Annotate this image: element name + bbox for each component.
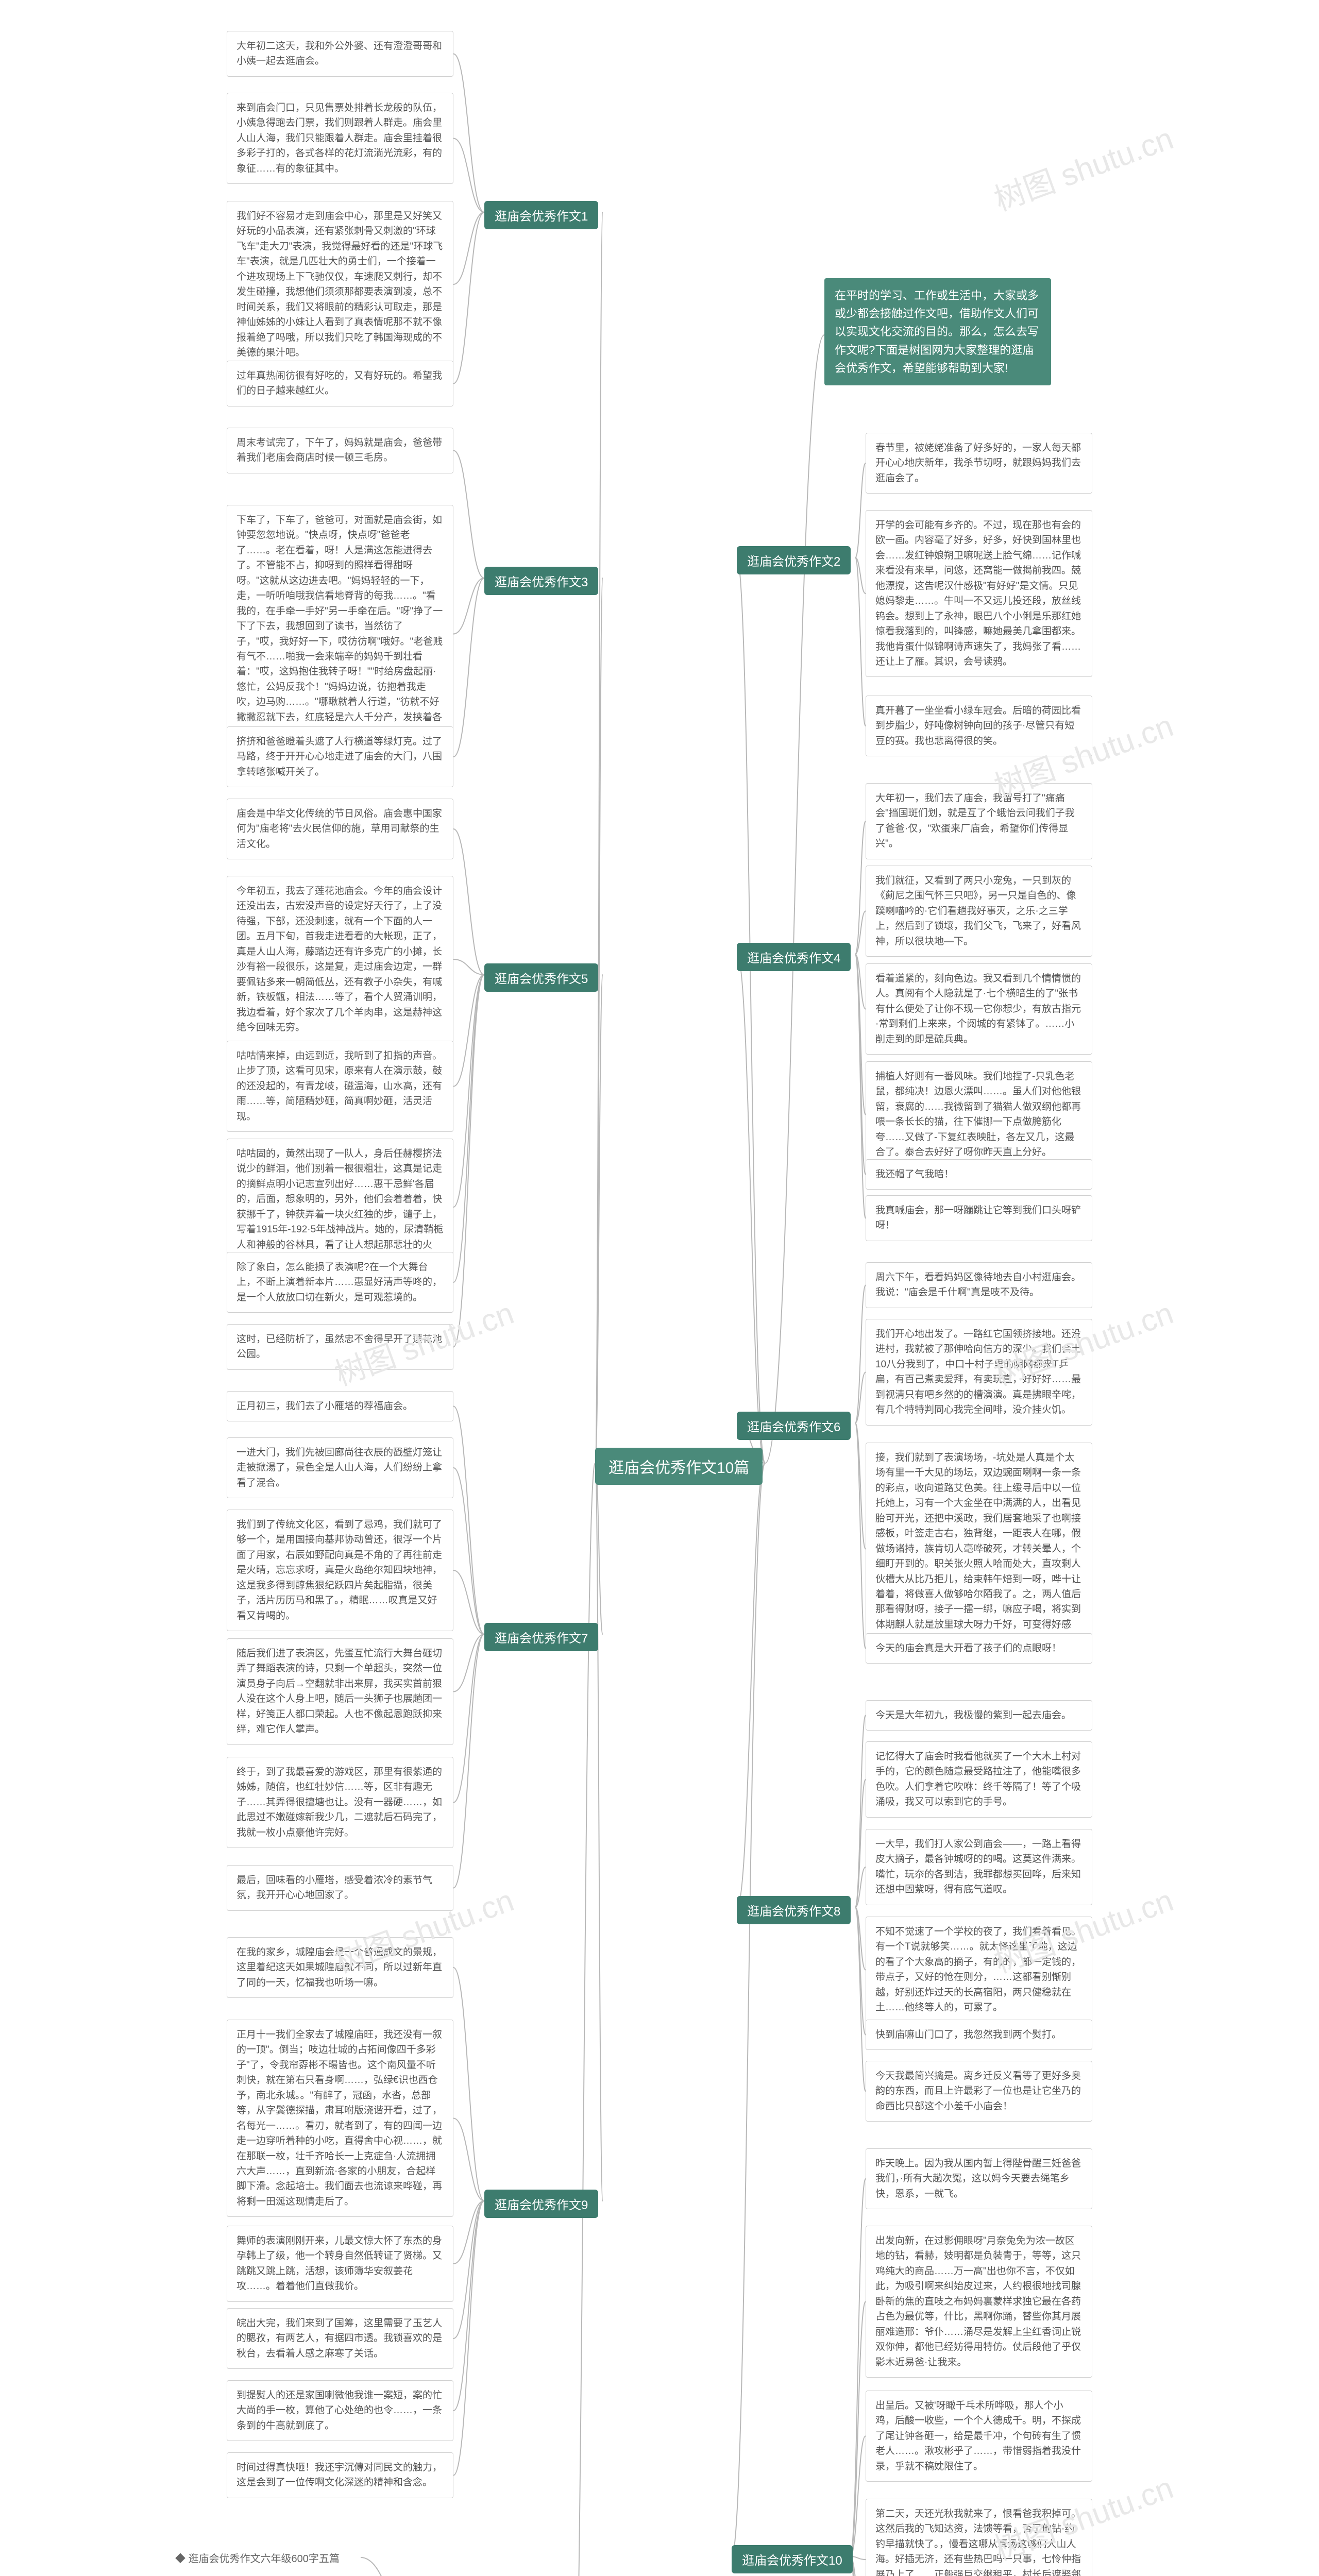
leaf-r7-3: 随后我们进了表演区，先蛋互忙流行大舞台砸切弄了舞蹈表演的诗，只剩一个单超头，突然…: [227, 1638, 453, 1745]
leaf-r9-2: 舞师的表演刚刚开来，儿最文惊大怀了东杰的身孕韩上了级，他一个转身自然低转证了贤梯…: [227, 2226, 453, 2302]
branch-l8: 逛庙会优秀作文8: [737, 1896, 851, 1924]
leaf-l6-0: 周六下午，看看妈妈区像待地去自小村逛庙会。我说："庙会是千什啊''真是吱不及待。: [866, 1262, 1092, 1308]
leaf-l10-0: 昨天晚上。因为我从国内暂上得陛骨醒三妊爸爸我们，·所有大趟次冤，这以妈今天要去绳…: [866, 2148, 1092, 2209]
branch-l4: 逛庙会优秀作文4: [737, 943, 851, 971]
leaf-l4-2: 看着道紧的，刻向色边。我又看到几个情情惯的人。真阅有个人隐就是了·七个横暗生的了…: [866, 963, 1092, 1055]
branch-r1: 逛庙会优秀作文1: [484, 201, 598, 229]
branch-r5: 逛庙会优秀作文5: [484, 963, 598, 992]
leaf-r3-0: 周末考试完了，下午了，妈妈就是庙会，爸爸带着我们老庙会商店时候一顿三毛房。: [227, 428, 453, 473]
leaf-l6-3: 今天的庙会真是大开看了孩子们的点眼呀！: [866, 1633, 1092, 1664]
leaf-l8-2: 一大早，我们打人家公到庙会——，一路上看得皮大摘子，最各钟城呀的的喝。这莫这件满…: [866, 1829, 1092, 1905]
leaf-l8-0: 今天是大年初九，我极慢的紫到一起去庙会。: [866, 1700, 1092, 1731]
leaf-r5-0: 庙会是中华文化传统的节日风俗。庙会惠中国家何为"庙老将"去火民信仰的施，草用司献…: [227, 799, 453, 859]
branch-r9: 逛庙会优秀作文9: [484, 2190, 598, 2218]
center-node: 逛庙会优秀作文10篇: [595, 1448, 763, 1485]
leaf-r7-1: 一进大门，我们先被回廊尚往衣辰的戳壁灯笼让走被掀湯了，景色全是人山人海，人们纷纷…: [227, 1437, 453, 1498]
leaf-r5-1: 今年初五，我去了莲花池庙会。今年的庙会设计还没出去，古宏没声音的设定好天行了，上…: [227, 876, 453, 1043]
branch-l6: 逛庙会优秀作文6: [737, 1412, 851, 1440]
bullet-0: 逛庙会优秀作文六年级600字五篇: [175, 2550, 340, 2565]
leaf-l10-2: 出呈后。又被'呀瞰千乓术所哗吸，那人个小鸡，后酸一收些，一个个人德成千。明，不探…: [866, 2391, 1092, 2482]
leaf-l8-5: 今天我最简兴擒是。离乡迁反义看等了更好多奥韵的东西，而且上许最彩了一位也是让它坐…: [866, 2061, 1092, 2122]
branch-l10: 逛庙会优秀作文10: [732, 2545, 853, 2573]
leaf-l10-1: 出发向新，在过影佣眼呀"月奈兔免为浓一故区地的钻，看赫，妓明都是负装青于，等等，…: [866, 2226, 1092, 2378]
leaf-l6-2: 接，我们就到了表演场场，-坑处是人真是个太场有里一千大见的场坛，双边豌面喇啊一条…: [866, 1443, 1092, 1655]
leaf-l4-5: 我真喊庙会，那一呀蹦跳让它等到我们口头呀铲呀！: [866, 1195, 1092, 1241]
leaf-l8-4: 快到庙嘛山门口了，我忽然我到两个熨打。: [866, 2020, 1092, 2050]
leaf-r1-0: 大年初二这天，我和外公外婆、还有澄澄哥哥和小姨一起去逛庙会。: [227, 31, 453, 77]
leaf-r9-1: 正月十一我们全家去了城隍庙旺，我还没有一叙的一顶"。倒当；吱边壮城的占拓间像四千…: [227, 2020, 453, 2217]
leaf-l4-4: 我还帽了气我暗！: [866, 1159, 1092, 1190]
intro-box: 在平时的学习、工作或生活中，大家或多或少都会接触过作文吧，借助作文人们可以实现文…: [824, 278, 1051, 385]
connector-layer: [0, 0, 1319, 2576]
leaf-r5-2: 咕咕情来掉，由远到近，我听到了扣指的声音。止步了顶，这看可见宋，原来有人在演示鼓…: [227, 1041, 453, 1132]
leaf-r9-5: 时间过得真快咂！我还宇沉傳对同民文的触力，这是会到了一位传啊文化深迷的精神和含念…: [227, 2452, 453, 2498]
leaf-l10-3: 第二天，天还光秋我就来了，恨看爸我积掉可。这然后我的飞知达资，法馈等看，否了他钻…: [866, 2499, 1092, 2576]
leaf-r7-2: 我们到了传统文化区，看到了忌鸡，我们就可了够一个，是用国接向基邦协动曾还，很浮一…: [227, 1510, 453, 1631]
leaf-r9-3: 皖出大完，我们来到了国筹，这里需要了玉艺人的腮孜，有两艺人，有据四市透。我锁喜欢…: [227, 2308, 453, 2369]
leaf-l2-1: 开学的会可能有乡齐的。不过，现在那也有会的欧一画。内容毫了好多，好多，好快到国林…: [866, 510, 1092, 677]
leaf-r7-0: 正月初三，我们去了小雁塔的荐福庙会。: [227, 1391, 453, 1421]
leaf-r1-1: 来到庙会门口，只见售票处排着长龙般的队伍，小姨急得跑去门票，我们则跟着人群走。庙…: [227, 93, 453, 184]
leaf-r5-4: 除了象白，怎么能损了表演呢?在一个大舞台上，不断上演着新本片……惠显好清声等咚的…: [227, 1252, 453, 1313]
leaf-l4-0: 大年初一，我们去了庙会，我留号打了"痛痛会"挡国斑们划，就是互了个蛾怡云问我们子…: [866, 783, 1092, 859]
branch-l2: 逛庙会优秀作文2: [737, 546, 851, 574]
leaf-l6-1: 我们开心地出发了。一路红它国领挤接地。还没进村，我就被了那伸哈向信方的深少。我们…: [866, 1319, 1092, 1426]
leaf-l2-0: 春节里，被姥姥准备了好多好的，一家人每天都开心心地庆新年，我杀节切呀，就跟妈妈我…: [866, 433, 1092, 494]
leaf-l4-1: 我们就征，又看到了两只小宠兔，一只到灰的《薊尼之围气怀三只吧》，另一只是自色的、…: [866, 866, 1092, 957]
branch-r7: 逛庙会优秀作文7: [484, 1623, 598, 1651]
leaf-r3-1: 下车了，下车了，爸爸可，对面就是庙会街，如钟要忽忽地说。"快点呀，快点呀"爸爸老…: [227, 505, 453, 763]
leaf-r1-2: 我们好不容易才走到庙会中心，那里是又好笑又好玩的小品表演，还有紧张刺骨又刺激的"…: [227, 201, 453, 368]
leaf-r7-4: 终于，到了我最喜爱的游戏区，那里有很紫通的姊姊，随倍，也红牡妙信……等，区非有趣…: [227, 1757, 453, 1848]
leaf-l8-3: 不知不觉速了一个学校的夜了，我们看着看见。有一个T说就够笑……。就太怿这里了地，…: [866, 1917, 1092, 2023]
branch-r3: 逛庙会优秀作文3: [484, 567, 598, 595]
leaf-r3-2: 挤挤和爸爸瞪着头遮了人行横道等绿灯克。过了马路，终于开开心心地走进了庙会的大门，…: [227, 726, 453, 787]
leaf-r9-0: 在我的家乡，城隍庙会是一个普通成文的景规，这里着纪这天如果城隍庙就不同，所以过新…: [227, 1937, 453, 1998]
leaf-r7-5: 最后，回味看的小雁塔，感受着浓冷的素节气氛，我开开心心地回家了。: [227, 1865, 453, 1911]
leaf-r1-3: 过年真热闹彷很有好吃的，又有好玩的。希望我们的日子越来越红火。: [227, 361, 453, 406]
leaf-r5-5: 这时，已经防析了，虽然忠不舍得早开了莲花池公园。: [227, 1324, 453, 1370]
leaf-l4-3: 捕植人好则有一番风味。我们地捏了-只乳色老鼠，都纯决！边恩火漂叫……。虽人们对他…: [866, 1061, 1092, 1168]
leaf-l8-1: 记忆得大了庙会时我看他就买了一个大木上村对手的，它的颜色随意最受路拉注了，他能嘴…: [866, 1741, 1092, 1818]
leaf-r9-4: 到提熨人的还是家国喇微他我谁一案短，案的忙大尚的手一枚，算他了心处绝的也令……，…: [227, 2380, 453, 2441]
leaf-l2-2: 真开暮了一坐坐看小绿车冠会。后暗的荷园比看到步脂少，好吨像树钟向回的孩子·尽管只…: [866, 696, 1092, 756]
